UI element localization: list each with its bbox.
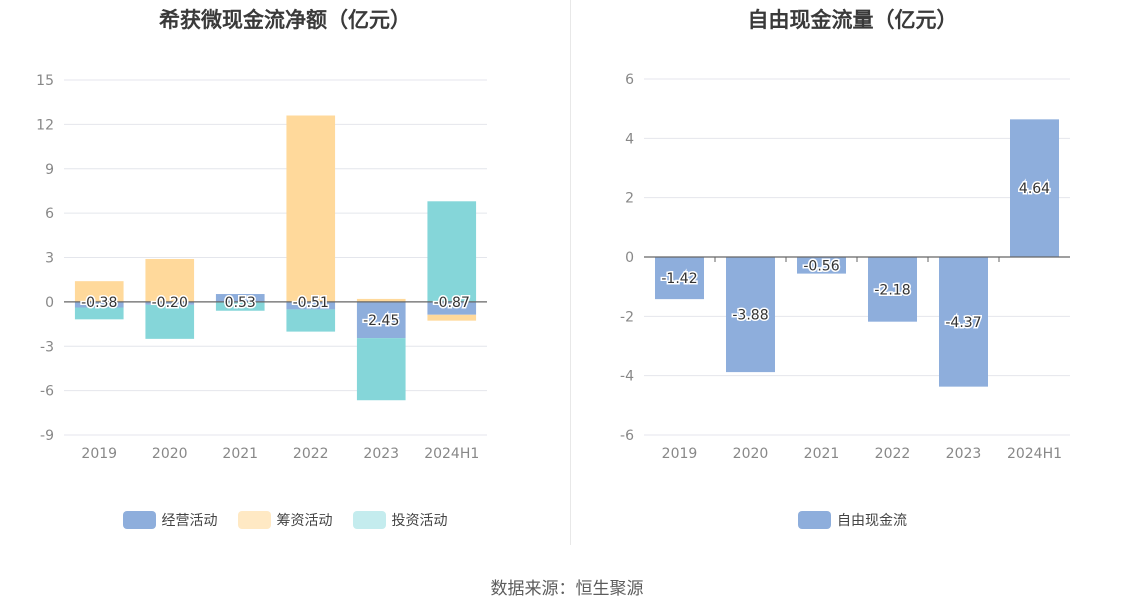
x-tick-label-2019: 2019	[662, 446, 698, 462]
legend-label-financing: 筹资活动	[276, 513, 333, 529]
x-tick-label-2022: 2022	[293, 446, 329, 462]
data-label-2020: -0.20	[152, 295, 188, 311]
free-cash-flow-chart: 6 4 2 0 -2 -4 -6 -1.42 -3.88 -0.56 -2.18 -4.37 4.64 2…	[620, 72, 1070, 462]
bar-筹资活动-2024H1[interactable]	[427, 314, 477, 321]
bar-投资活动-2023[interactable]	[356, 338, 406, 401]
legend-item-investing[interactable]: 投资活动	[352, 510, 448, 530]
data-label-2020: -3.88	[732, 308, 768, 324]
free-cash-flow-chart-panel: 自由现金流量（亿元） 6 4 2 0 -2 -4 -6 -1.42 -3.88 -0.56 -2.1…	[571, 0, 1134, 545]
cash-flow-chart: 15 12 9 6 3 0 -3 -6 -9 -0.38 -0.20 0.53 -0.51 -2.45 -0…	[36, 73, 487, 462]
data-label-2024H1: -0.87	[434, 295, 470, 311]
legend-swatch-investing	[352, 511, 386, 529]
y-tick-label: 12	[36, 117, 54, 133]
data-label-2023: -2.45	[363, 313, 399, 329]
bar-筹资活动-2020[interactable]	[145, 258, 195, 302]
data-label-2022: -0.51	[293, 295, 329, 311]
legend-label-investing: 投资活动	[391, 513, 448, 529]
bar-投资活动-2021[interactable]	[215, 301, 265, 311]
x-tick-label-2024H1: 2024H1	[1007, 446, 1062, 462]
y-tick-label: 6	[45, 206, 54, 222]
bar-自由现金流-2019[interactable]	[655, 257, 704, 300]
y-tick-label: 0	[45, 295, 54, 311]
y-tick-label: -9	[40, 428, 54, 444]
bar-经营活动-2020[interactable]	[145, 301, 195, 305]
x-tick-label-2021: 2021	[804, 446, 840, 462]
bar-筹资活动-2023[interactable]	[356, 298, 406, 302]
legend-item-financing[interactable]: 筹资活动	[237, 510, 333, 530]
legend-label-free-cash-flow: 自由现金流	[837, 513, 907, 529]
y-tick-label: -3	[40, 339, 54, 355]
x-tick-label-2024H1: 2024H1	[424, 446, 479, 462]
data-label-2024H1: 4.64	[1019, 181, 1050, 197]
bar-自由现金流-2020[interactable]	[726, 257, 775, 373]
bar-投资活动-2019[interactable]	[74, 307, 124, 320]
bar-经营活动-2022[interactable]	[286, 301, 336, 310]
bar-投资活动-2022[interactable]	[286, 309, 336, 332]
bar-自由现金流-2022[interactable]	[868, 257, 917, 322]
y-tick-label: -6	[620, 428, 634, 444]
data-label-2023: -4.37	[945, 315, 981, 331]
data-label-2019: -1.42	[661, 271, 697, 287]
legend-item-free-cash-flow[interactable]: 自由现金流	[798, 510, 907, 530]
chart-title-free-cash-flow: 自由现金流量（亿元）	[747, 8, 958, 32]
y-tick-label: -6	[40, 384, 54, 400]
bar-经营活动-2019[interactable]	[74, 301, 124, 308]
cash-flow-chart-panel: 希获微现金流净额（亿元） 15 12 9 6 3 0 -3 -6 -9 -0.38 -0.20 0.5…	[0, 0, 570, 545]
bar-自由现金流-2023[interactable]	[939, 257, 988, 387]
bar-筹资活动-2019[interactable]	[74, 281, 124, 302]
bar-投资活动-2024H1[interactable]	[427, 201, 477, 302]
y-tick-label: 2	[625, 191, 634, 207]
y-tick-label: 9	[45, 162, 54, 178]
x-tick-label-2023: 2023	[363, 446, 399, 462]
panel-divider	[570, 0, 571, 545]
y-tick-label: 3	[45, 251, 54, 267]
x-tick-label-2020: 2020	[152, 446, 188, 462]
free-cash-flow-legend: 自由现金流	[571, 510, 1134, 530]
legend-swatch-operating	[122, 511, 156, 529]
data-label-2022: -2.18	[874, 282, 910, 298]
x-tick-label-2021: 2021	[222, 446, 258, 462]
bar-经营活动-2023[interactable]	[356, 301, 406, 339]
x-tick-label-2023: 2023	[946, 446, 982, 462]
bar-自由现金流-2021[interactable]	[797, 257, 846, 274]
legend-label-operating: 经营活动	[161, 513, 218, 529]
x-tick-label-2022: 2022	[875, 446, 911, 462]
bar-投资活动-2020[interactable]	[145, 304, 195, 339]
bar-自由现金流-2024H1[interactable]	[1010, 119, 1059, 257]
y-tick-label: 0	[625, 250, 634, 266]
y-tick-label: 4	[625, 131, 634, 147]
legend-swatch-free-cash-flow	[798, 511, 831, 529]
y-tick-label: -4	[620, 369, 634, 385]
legend-swatch-financing	[237, 511, 271, 529]
x-tick-label-2019: 2019	[81, 446, 117, 462]
bar-经营活动-2024H1[interactable]	[427, 301, 477, 315]
y-tick-label: 15	[36, 73, 54, 89]
bar-筹资活动-2022[interactable]	[286, 115, 336, 302]
bar-经营活动-2021[interactable]	[215, 294, 265, 302]
data-source-note: 数据来源：恒生聚源	[490, 579, 644, 599]
chart-title-cash-flow: 希获微现金流净额（亿元）	[159, 8, 411, 32]
data-label-2021: -0.56	[803, 258, 839, 274]
y-tick-label: -2	[620, 309, 634, 325]
legend-item-operating[interactable]: 经营活动	[122, 510, 218, 530]
data-label-2019: -0.38	[81, 295, 117, 311]
x-tick-label-2020: 2020	[733, 446, 769, 462]
y-tick-label: 6	[625, 72, 634, 88]
cash-flow-legend: 经营活动 筹资活动 投资活动	[0, 510, 570, 530]
data-label-2021: 0.53	[225, 295, 256, 311]
